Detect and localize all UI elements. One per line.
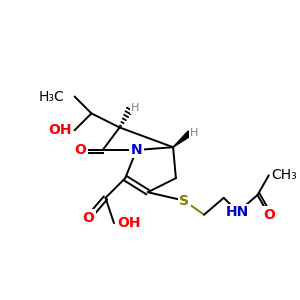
Text: H: H <box>190 128 198 138</box>
Text: OH: OH <box>117 216 140 230</box>
Text: H: H <box>131 103 139 113</box>
Text: N: N <box>131 143 142 157</box>
Text: O: O <box>74 143 86 157</box>
Text: CH₃: CH₃ <box>272 168 297 182</box>
Polygon shape <box>173 131 192 147</box>
Text: HN: HN <box>226 205 249 219</box>
Text: H₃C: H₃C <box>39 89 65 103</box>
Text: O: O <box>83 211 94 225</box>
Text: S: S <box>179 194 189 208</box>
Text: O: O <box>263 208 275 222</box>
Text: OH: OH <box>48 123 72 137</box>
